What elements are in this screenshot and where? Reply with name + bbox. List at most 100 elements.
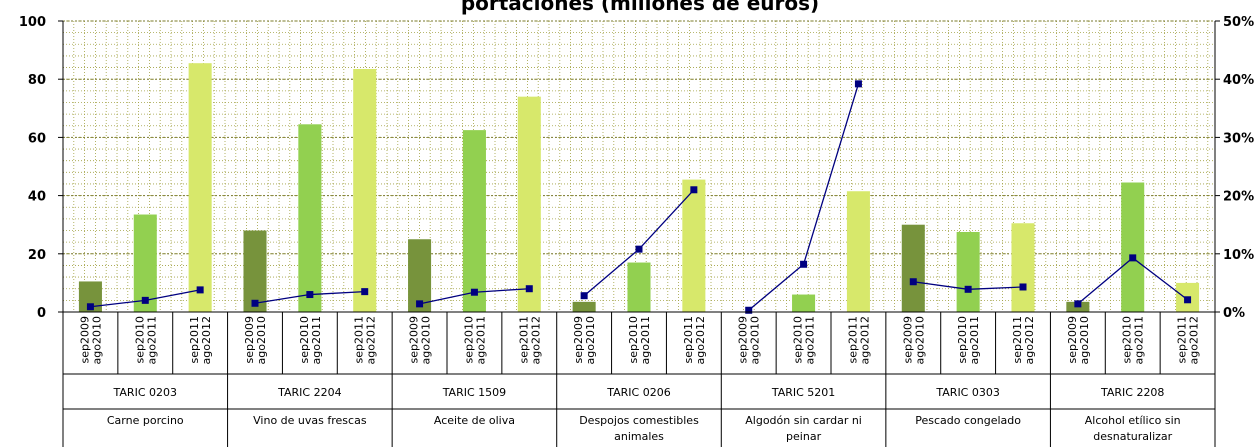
bar — [1011, 223, 1035, 312]
bar — [517, 96, 541, 312]
bar — [188, 63, 212, 312]
y-tick-label-right: 20% — [1223, 190, 1254, 205]
product-name-label: animales — [614, 430, 664, 443]
bar — [846, 191, 870, 312]
taric-code-label: TARIC 5201 — [771, 386, 835, 399]
period-label: sep2011 — [188, 316, 201, 363]
point-marker — [1019, 283, 1027, 291]
category-labels: sep2009 ago2010 sep2010 ago2011 sep2011 ago20… — [62, 312, 1216, 447]
bar — [901, 224, 925, 312]
period-label: sep2010 — [956, 316, 969, 363]
point-marker — [470, 288, 478, 296]
period-label: sep2011 — [353, 316, 366, 363]
product-name-label: peinar — [786, 430, 822, 443]
product-name-label: desnaturalizar — [1093, 430, 1172, 443]
period-label: sep2011 — [1011, 316, 1024, 363]
point-marker — [909, 278, 917, 286]
point-marker — [854, 80, 862, 88]
period-label: sep2011 — [846, 316, 859, 363]
point-marker — [86, 303, 94, 311]
period-label: ago2010 — [420, 316, 433, 364]
y-tick-label-left: 100 — [19, 15, 46, 30]
period-label: sep2009 — [78, 316, 91, 363]
y-tick-label-left: 60 — [28, 131, 46, 146]
bar — [78, 281, 102, 312]
point-marker — [251, 299, 259, 307]
period-label: sep2010 — [627, 316, 640, 363]
bar — [462, 130, 486, 312]
point-marker — [745, 306, 753, 314]
period-label: sep2009 — [243, 316, 256, 363]
taric-code-label: TARIC 1509 — [442, 386, 506, 399]
period-label: sep2010 — [792, 316, 805, 363]
chart-title: portaciones (millones de euros) — [461, 0, 819, 15]
y-tick-label-left: 20 — [28, 248, 46, 263]
point-marker — [964, 285, 972, 293]
period-label: ago2010 — [1078, 316, 1091, 364]
period-label: ago2010 — [255, 316, 268, 364]
period-label: ago2011 — [639, 316, 652, 364]
period-label: ago2012 — [1188, 316, 1201, 364]
percentage-line — [86, 80, 1192, 314]
y-tick-label-right: 30% — [1223, 131, 1254, 146]
point-marker — [416, 300, 424, 308]
bar — [408, 239, 432, 312]
product-name-label: Vino de uvas frescas — [253, 414, 367, 427]
point-marker — [1129, 254, 1137, 262]
y-tick-label-left: 80 — [28, 73, 46, 88]
bar — [298, 124, 322, 313]
point-marker — [800, 260, 808, 268]
bar — [243, 230, 267, 312]
bar — [682, 179, 706, 312]
point-marker — [141, 296, 149, 304]
point-marker — [1074, 300, 1082, 308]
product-name-label: Aceite de oliva — [434, 414, 515, 427]
point-marker — [635, 245, 643, 253]
point-marker — [690, 186, 698, 194]
product-name-label: Alcohol etílico sin — [1085, 414, 1181, 427]
period-label: ago2012 — [365, 316, 378, 364]
bar — [792, 294, 816, 312]
product-name-label: Carne porcino — [107, 414, 184, 427]
period-label: sep2009 — [1066, 316, 1079, 363]
point-marker — [1184, 296, 1192, 304]
product-name-label: Algodón sin cardar ni — [745, 414, 862, 427]
y-tick-label-right: 0% — [1223, 306, 1245, 321]
period-label: sep2009 — [901, 316, 914, 363]
period-label: sep2010 — [133, 316, 146, 363]
period-label: ago2010 — [584, 316, 597, 364]
y-tick-label-left: 0 — [37, 306, 46, 321]
period-label: ago2011 — [145, 316, 158, 364]
period-label: sep2010 — [1121, 316, 1134, 363]
period-label: sep2011 — [517, 316, 530, 363]
period-label: sep2010 — [298, 316, 311, 363]
taric-code-label: TARIC 2204 — [277, 386, 341, 399]
point-marker — [525, 285, 533, 293]
period-label: ago2012 — [694, 316, 707, 364]
period-label: sep2009 — [737, 316, 750, 363]
bar — [1121, 182, 1145, 312]
y-tick-label-right: 10% — [1223, 248, 1254, 263]
period-label: ago2011 — [804, 316, 817, 364]
period-label: ago2012 — [858, 316, 871, 364]
period-label: ago2012 — [200, 316, 213, 364]
period-label: ago2010 — [913, 316, 926, 364]
y-tick-label-left: 40 — [28, 190, 46, 205]
bar — [956, 231, 980, 312]
y-tick-label-right: 50% — [1223, 15, 1254, 30]
period-label: sep2010 — [462, 316, 475, 363]
taric-code-label: TARIC 0203 — [113, 386, 177, 399]
taric-code-label: TARIC 0206 — [606, 386, 670, 399]
bar — [353, 69, 377, 312]
bars — [78, 63, 1200, 313]
product-name-label: Despojos comestibles — [579, 414, 699, 427]
point-marker — [361, 288, 369, 296]
period-label: sep2011 — [682, 316, 695, 363]
bar — [133, 214, 157, 312]
period-label: sep2009 — [572, 316, 585, 363]
taric-code-label: TARIC 2208 — [1100, 386, 1164, 399]
axes: 0 20 40 60 80 100 0% 10% 20% 30% 40% 50% — [19, 15, 1254, 321]
point-marker — [306, 291, 314, 299]
period-label: ago2010 — [90, 316, 103, 364]
